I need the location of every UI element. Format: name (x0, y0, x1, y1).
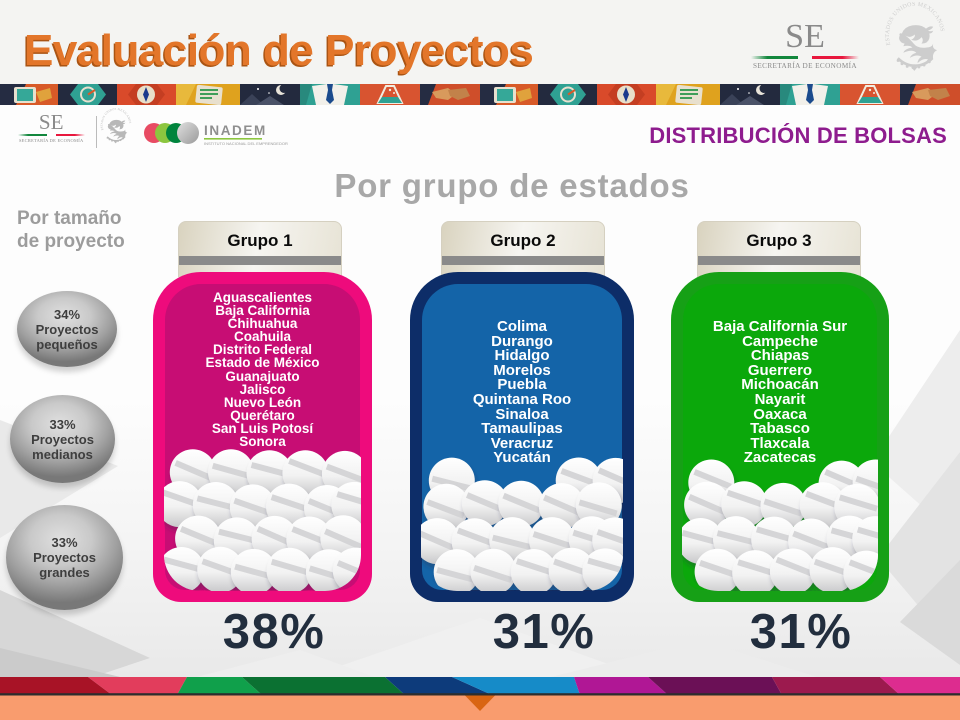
svg-text:INSTITUTO NACIONAL DEL EMPREND: INSTITUTO NACIONAL DEL EMPRENDEDOR (204, 141, 288, 146)
svg-text:INADEM: INADEM (204, 123, 267, 138)
